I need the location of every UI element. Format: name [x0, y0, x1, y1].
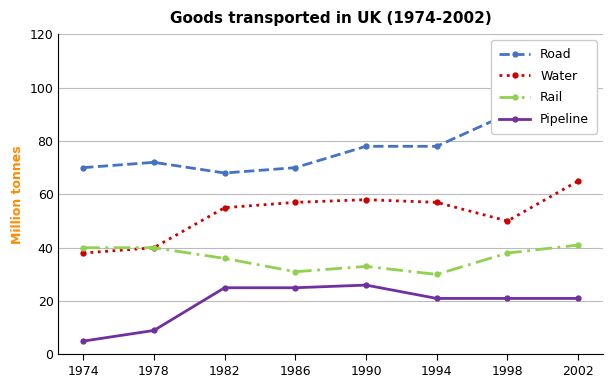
- Pipeline: [362, 283, 370, 287]
- Rail: [362, 264, 370, 269]
- Line: Pipeline: Pipeline: [80, 283, 581, 343]
- Rail: [575, 243, 582, 247]
- Pipeline: [221, 286, 228, 290]
- Rail: [503, 251, 511, 256]
- Water: [433, 200, 440, 205]
- Road: [292, 165, 299, 170]
- Road: [433, 144, 440, 149]
- Pipeline: [79, 339, 87, 343]
- Water: [221, 205, 228, 210]
- Legend: Road, Water, Rail, Pipeline: Road, Water, Rail, Pipeline: [491, 40, 597, 134]
- Rail: [433, 272, 440, 277]
- Road: [503, 112, 511, 117]
- Title: Goods transported in UK (1974-2002): Goods transported in UK (1974-2002): [169, 11, 492, 26]
- Line: Water: Water: [80, 179, 581, 256]
- Water: [362, 197, 370, 202]
- Road: [221, 171, 228, 175]
- Water: [150, 245, 158, 250]
- Water: [503, 219, 511, 223]
- Y-axis label: Million tonnes: Million tonnes: [11, 145, 24, 244]
- Rail: [79, 245, 87, 250]
- Water: [79, 251, 87, 256]
- Water: [292, 200, 299, 205]
- Road: [575, 98, 582, 103]
- Rail: [221, 256, 228, 261]
- Pipeline: [433, 296, 440, 301]
- Rail: [292, 270, 299, 274]
- Water: [575, 179, 582, 183]
- Pipeline: [503, 296, 511, 301]
- Road: [362, 144, 370, 149]
- Road: [150, 160, 158, 165]
- Pipeline: [150, 328, 158, 333]
- Rail: [150, 245, 158, 250]
- Line: Rail: Rail: [80, 243, 581, 277]
- Line: Road: Road: [80, 98, 581, 175]
- Pipeline: [292, 286, 299, 290]
- Pipeline: [575, 296, 582, 301]
- Road: [79, 165, 87, 170]
